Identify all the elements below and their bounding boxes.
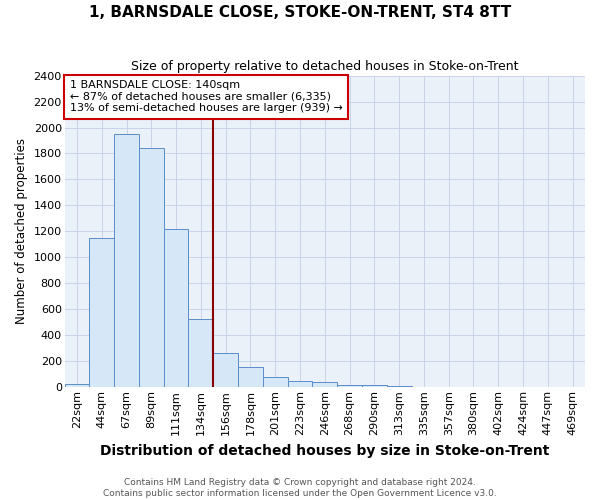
Bar xyxy=(412,386,436,388)
Bar xyxy=(65,384,89,388)
Bar xyxy=(139,148,164,388)
Text: Contains HM Land Registry data © Crown copyright and database right 2024.
Contai: Contains HM Land Registry data © Crown c… xyxy=(103,478,497,498)
Bar xyxy=(337,384,362,388)
Bar xyxy=(164,230,188,388)
Bar xyxy=(287,381,313,388)
Bar xyxy=(188,319,213,388)
Bar xyxy=(362,386,387,388)
Bar xyxy=(213,353,238,388)
Title: Size of property relative to detached houses in Stoke-on-Trent: Size of property relative to detached ho… xyxy=(131,60,518,73)
Bar xyxy=(387,386,412,388)
Bar xyxy=(238,367,263,388)
Y-axis label: Number of detached properties: Number of detached properties xyxy=(15,138,28,324)
Bar xyxy=(114,134,139,388)
Bar xyxy=(89,238,114,388)
Text: 1, BARNSDALE CLOSE, STOKE-ON-TRENT, ST4 8TT: 1, BARNSDALE CLOSE, STOKE-ON-TRENT, ST4 … xyxy=(89,5,511,20)
Text: 1 BARNSDALE CLOSE: 140sqm
← 87% of detached houses are smaller (6,335)
13% of se: 1 BARNSDALE CLOSE: 140sqm ← 87% of detac… xyxy=(70,80,343,114)
Bar xyxy=(313,382,337,388)
Bar xyxy=(263,377,287,388)
X-axis label: Distribution of detached houses by size in Stoke-on-Trent: Distribution of detached houses by size … xyxy=(100,444,550,458)
